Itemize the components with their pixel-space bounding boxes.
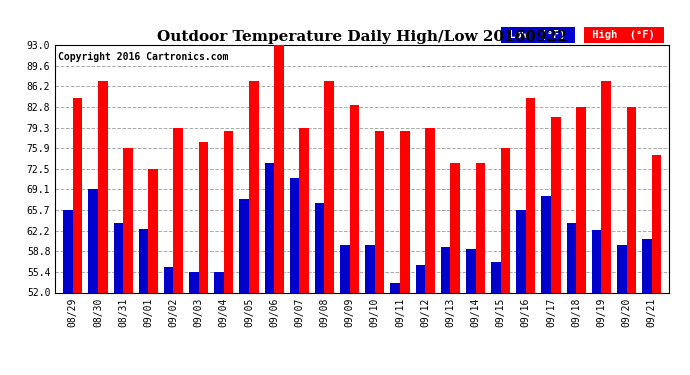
Bar [542,196,551,292]
Bar [475,164,485,292]
Bar [491,262,501,292]
Bar [299,128,309,292]
Bar [526,98,535,292]
Bar [215,272,224,292]
Bar [425,128,435,292]
Bar [173,128,183,292]
Bar [451,164,460,292]
Bar [400,131,410,292]
Bar [290,178,299,292]
Text: High  (°F): High (°F) [586,30,662,40]
Bar [249,81,259,292]
Text: Low  (°F): Low (°F) [504,30,572,40]
Bar [148,169,158,292]
Bar [224,131,233,292]
Bar [642,239,651,292]
Bar [264,164,274,292]
Bar [189,272,199,292]
Bar [441,247,451,292]
Bar [139,228,148,292]
Bar [592,230,602,292]
Bar [114,223,123,292]
Bar [466,249,475,292]
Title: Outdoor Temperature Daily High/Low 20160922: Outdoor Temperature Daily High/Low 20160… [157,30,567,44]
Bar [415,266,425,292]
Bar [501,148,510,292]
Bar [88,189,98,292]
Bar [566,223,576,292]
Bar [324,81,334,292]
Bar [617,245,627,292]
Bar [576,106,586,292]
Bar [551,117,560,292]
Bar [98,81,108,292]
Bar [627,106,636,292]
Bar [516,210,526,292]
Bar [164,267,173,292]
Bar [365,245,375,292]
Bar [73,98,82,292]
Bar [199,142,208,292]
Bar [63,210,73,292]
Bar [239,199,249,292]
Bar [123,148,132,292]
Bar [391,283,400,292]
Bar [340,245,350,292]
Bar [651,155,661,292]
Bar [375,131,384,292]
Bar [602,81,611,292]
Bar [315,203,324,292]
Bar [350,105,359,292]
Text: Copyright 2016 Cartronics.com: Copyright 2016 Cartronics.com [58,53,228,63]
Bar [274,45,284,292]
